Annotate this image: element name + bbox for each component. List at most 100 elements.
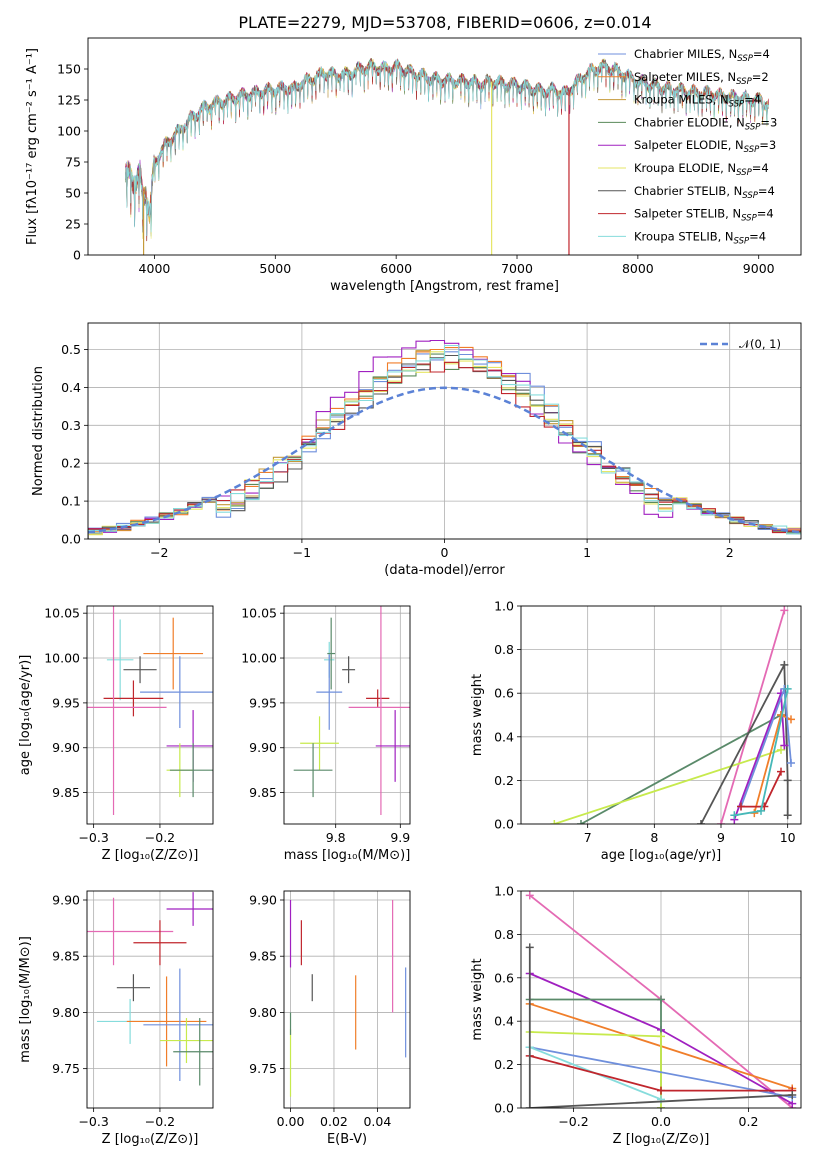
mass-vs-Z-axes: −0.3 −0.2 9.75 9.80 9.85 9.90 Z [log₁₀(Z/Z⊙)] m… bbox=[18, 891, 213, 1147]
x-tick-label: 8000 bbox=[622, 261, 654, 276]
x-tick-label: 8 bbox=[650, 830, 658, 845]
y-tick-label: 9.90 bbox=[52, 740, 80, 755]
y-tick-label: 1.0 bbox=[494, 599, 514, 614]
x-tick-label: 6000 bbox=[380, 261, 412, 276]
y-tick-label: 100 bbox=[57, 124, 81, 139]
legend-label: Salpeter STELIB, NSSP=4 bbox=[634, 207, 774, 224]
age-vs-mass-axes: 9.8 9.9 9.85 9.90 9.95 10.00 10.05 mass [log₁₀(… bbox=[241, 606, 410, 863]
y-tick-label: 10.00 bbox=[241, 651, 277, 666]
errorbar-point bbox=[169, 743, 213, 798]
y-axis-label: mass weight bbox=[470, 674, 485, 756]
y-tick-label: 9.80 bbox=[249, 1005, 277, 1020]
y-tick-label: 9.85 bbox=[249, 785, 277, 800]
x-tick-label: 9.9 bbox=[390, 830, 410, 845]
legend-label: Salpeter MILES, NSSP=2 bbox=[634, 70, 769, 87]
weight-marker bbox=[657, 995, 665, 1004]
weight-marker bbox=[525, 943, 534, 952]
weight-vs-Z-frame bbox=[520, 890, 802, 1109]
errorbar-point bbox=[342, 656, 356, 684]
errorbar-point bbox=[103, 680, 164, 717]
x-tick-label: 10 bbox=[780, 830, 796, 845]
weight-series-line bbox=[528, 947, 793, 1108]
x-tick-label: 2 bbox=[726, 545, 734, 560]
weight-series-line bbox=[580, 714, 782, 824]
errorbar-point bbox=[316, 654, 343, 730]
weight-marker bbox=[657, 1104, 665, 1108]
errorbar-point bbox=[106, 619, 134, 701]
y-tick-label: 0.1 bbox=[61, 494, 81, 509]
mass-vs-ebv-frame bbox=[283, 890, 411, 1109]
weight-vs-age-frame bbox=[520, 605, 802, 825]
age-vs-Z-points bbox=[87, 606, 213, 816]
weight-marker bbox=[697, 820, 705, 824]
weight-marker bbox=[777, 745, 785, 754]
weight-marker bbox=[777, 767, 785, 776]
y-tick-label: 0.0 bbox=[61, 532, 81, 547]
x-tick-label: 9 bbox=[717, 830, 725, 845]
weight-marker bbox=[525, 1104, 534, 1108]
y-tick-label: 10.05 bbox=[241, 606, 277, 621]
weight-marker bbox=[657, 1032, 665, 1041]
y-axis-label: mass weight bbox=[470, 958, 485, 1040]
x-tick-label: −0.3 bbox=[78, 1114, 108, 1129]
weight-series-line bbox=[700, 661, 789, 824]
spectrum-legend: Chabrier MILES, NSSP=4 Salpeter MILES, NS… bbox=[598, 47, 777, 246]
y-tick-label: 0.0 bbox=[494, 817, 514, 832]
histogram-step-line bbox=[88, 344, 801, 539]
x-tick-label: 7 bbox=[584, 830, 592, 845]
histogram-legend: 𝒩(0, 1) bbox=[700, 337, 781, 351]
errorbar-point bbox=[375, 710, 410, 782]
legend-label: Kroupa ELODIE, NSSP=4 bbox=[634, 161, 769, 178]
errorbar-point bbox=[87, 606, 167, 816]
legend-label: Kroupa STELIB, NSSP=4 bbox=[634, 229, 766, 246]
x-axis-label: mass [log₁₀(M/M⊙)] bbox=[284, 848, 411, 863]
y-tick-label: 9.85 bbox=[52, 949, 80, 964]
spectrum-axes: 4000 5000 6000 7000 8000 9000 0 25 50 75 100 125 150… bbox=[25, 48, 775, 294]
age-vs-Z-axes: −0.3 −0.2 9.85 9.90 9.95 10.00 10.05 Z [log₁₀(Z… bbox=[18, 606, 213, 863]
y-tick-label: 9.85 bbox=[52, 785, 80, 800]
errorbar-point bbox=[327, 617, 336, 690]
weight-marker bbox=[730, 811, 739, 820]
errorbar-point bbox=[133, 920, 187, 966]
y-tick-label: 0.8 bbox=[494, 642, 514, 657]
weight-series-line bbox=[554, 749, 782, 824]
x-tick-label: −0.3 bbox=[78, 830, 108, 845]
x-axis-label: Z [log₁₀(Z/Z⊙)] bbox=[613, 1132, 710, 1147]
y-tick-label: 1.0 bbox=[494, 884, 514, 899]
y-tick-label: 75 bbox=[65, 155, 81, 170]
y-tick-label: 0.5 bbox=[61, 342, 81, 357]
y-tick-label: 9.95 bbox=[249, 695, 277, 710]
weight-series-line bbox=[720, 610, 786, 824]
weight-marker bbox=[788, 1090, 797, 1099]
y-tick-label: 150 bbox=[57, 62, 81, 77]
y-axis-label: age [log₁₀(age/yr)] bbox=[18, 655, 33, 776]
x-tick-label: −0.2 bbox=[145, 830, 175, 845]
legend-label: 𝒩(0, 1) bbox=[739, 337, 781, 351]
errorbar-point bbox=[293, 743, 333, 798]
y-tick-label: 0.8 bbox=[494, 927, 514, 942]
y-tick-label: 0.2 bbox=[61, 456, 81, 471]
y-tick-label: 0.4 bbox=[494, 1014, 514, 1029]
weight-marker bbox=[783, 811, 792, 820]
errorbar-point bbox=[348, 606, 410, 816]
y-tick-label: 10.00 bbox=[44, 651, 80, 666]
weight-marker bbox=[783, 776, 792, 785]
weight-marker bbox=[657, 1086, 665, 1095]
age-vs-mass-points bbox=[293, 606, 410, 816]
x-tick-label: 7000 bbox=[501, 261, 533, 276]
weight-marker bbox=[780, 660, 789, 669]
y-tick-label: 25 bbox=[65, 217, 81, 232]
weight-marker bbox=[550, 820, 559, 824]
weight-marker bbox=[525, 891, 534, 900]
legend-label: Chabrier STELIB, NSSP=4 bbox=[634, 184, 775, 201]
weight-series-line bbox=[529, 1046, 793, 1099]
errorbar-point bbox=[116, 974, 150, 1002]
mass-vs-Z-frame bbox=[86, 890, 214, 1109]
errorbar-point bbox=[123, 656, 157, 684]
x-tick-label: 0.0 bbox=[651, 1114, 671, 1129]
errorbar-point bbox=[143, 968, 213, 1082]
weight-marker bbox=[757, 806, 765, 815]
spectrum-frame bbox=[87, 37, 802, 256]
weight-marker bbox=[577, 820, 585, 824]
errorbar-point bbox=[366, 689, 390, 708]
